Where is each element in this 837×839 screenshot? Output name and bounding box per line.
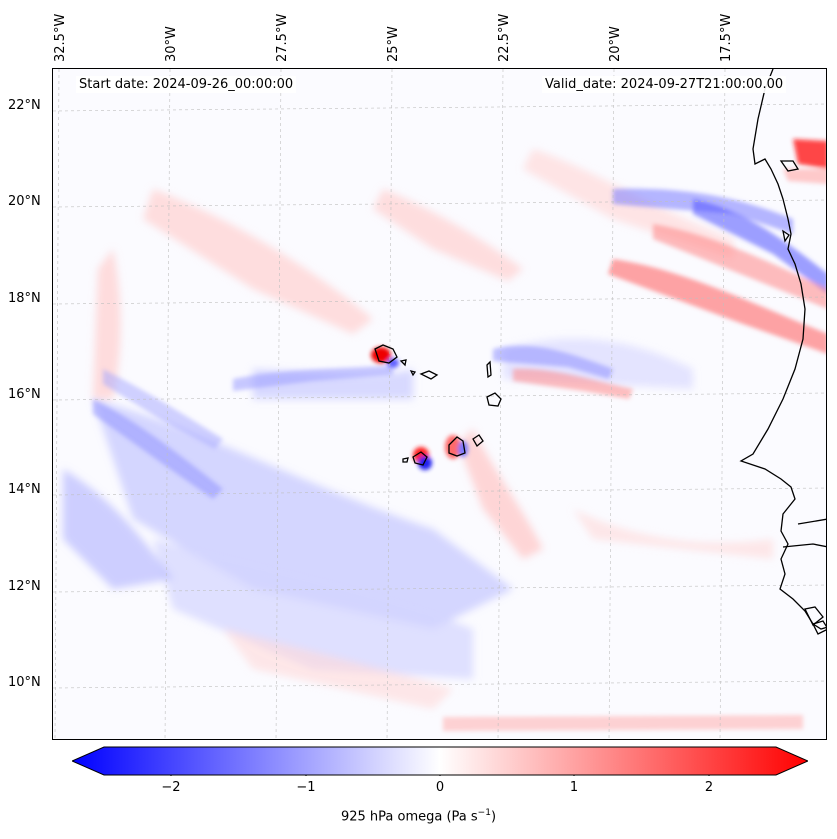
lat-label-18n: 18°N <box>8 291 41 306</box>
island-dipoles <box>371 347 468 470</box>
omega-colorbar <box>72 746 808 776</box>
lon-label-27.5w: 27.5°W <box>275 13 290 62</box>
colorbar-tick-0: 0 <box>435 780 445 795</box>
lat-label-22n: 22°N <box>8 98 41 113</box>
lat-label-16n: 16°N <box>8 387 41 402</box>
lon-label-25w: 25°W <box>386 26 401 62</box>
coastlines <box>374 69 826 635</box>
lon-label-22.5w: 22.5°W <box>497 13 512 62</box>
lat-label-10n: 10°N <box>8 675 41 690</box>
colorbar-tick-1: 1 <box>569 780 579 795</box>
colorbar-tick-minus2: −2 <box>161 780 181 795</box>
lat-label-14n: 14°N <box>8 482 41 497</box>
map-gridlines <box>53 69 826 739</box>
lon-label-20w: 20°W <box>608 26 623 62</box>
colorbar-label-exponent: −1 <box>477 808 491 818</box>
colorbar-tick-minus1: −1 <box>296 780 316 795</box>
lat-label-20n: 20°N <box>8 194 41 209</box>
omega-field-map <box>53 69 826 739</box>
lon-label-32.5w: 32.5°W <box>53 13 68 62</box>
valid-date-label: Valid_date: 2024-09-27T21:00:00.00 <box>542 76 787 93</box>
colorbar-label-main: 925 hPa omega (Pa s <box>340 809 478 825</box>
lat-label-12n: 12°N <box>8 579 41 594</box>
lon-label-30w: 30°W <box>164 26 179 62</box>
colorbar-label-end: ) <box>490 809 497 825</box>
map-panel <box>52 68 827 740</box>
colorbar-label: 925 hPa omega (Pa s−1) <box>0 808 837 824</box>
coastal-streaks <box>93 139 826 731</box>
lon-label-17.5w: 17.5°W <box>719 13 734 62</box>
colorbar-tick-2: 2 <box>704 780 714 795</box>
start-date-label: Start date: 2024-09-26_00:00:00 <box>76 76 297 93</box>
